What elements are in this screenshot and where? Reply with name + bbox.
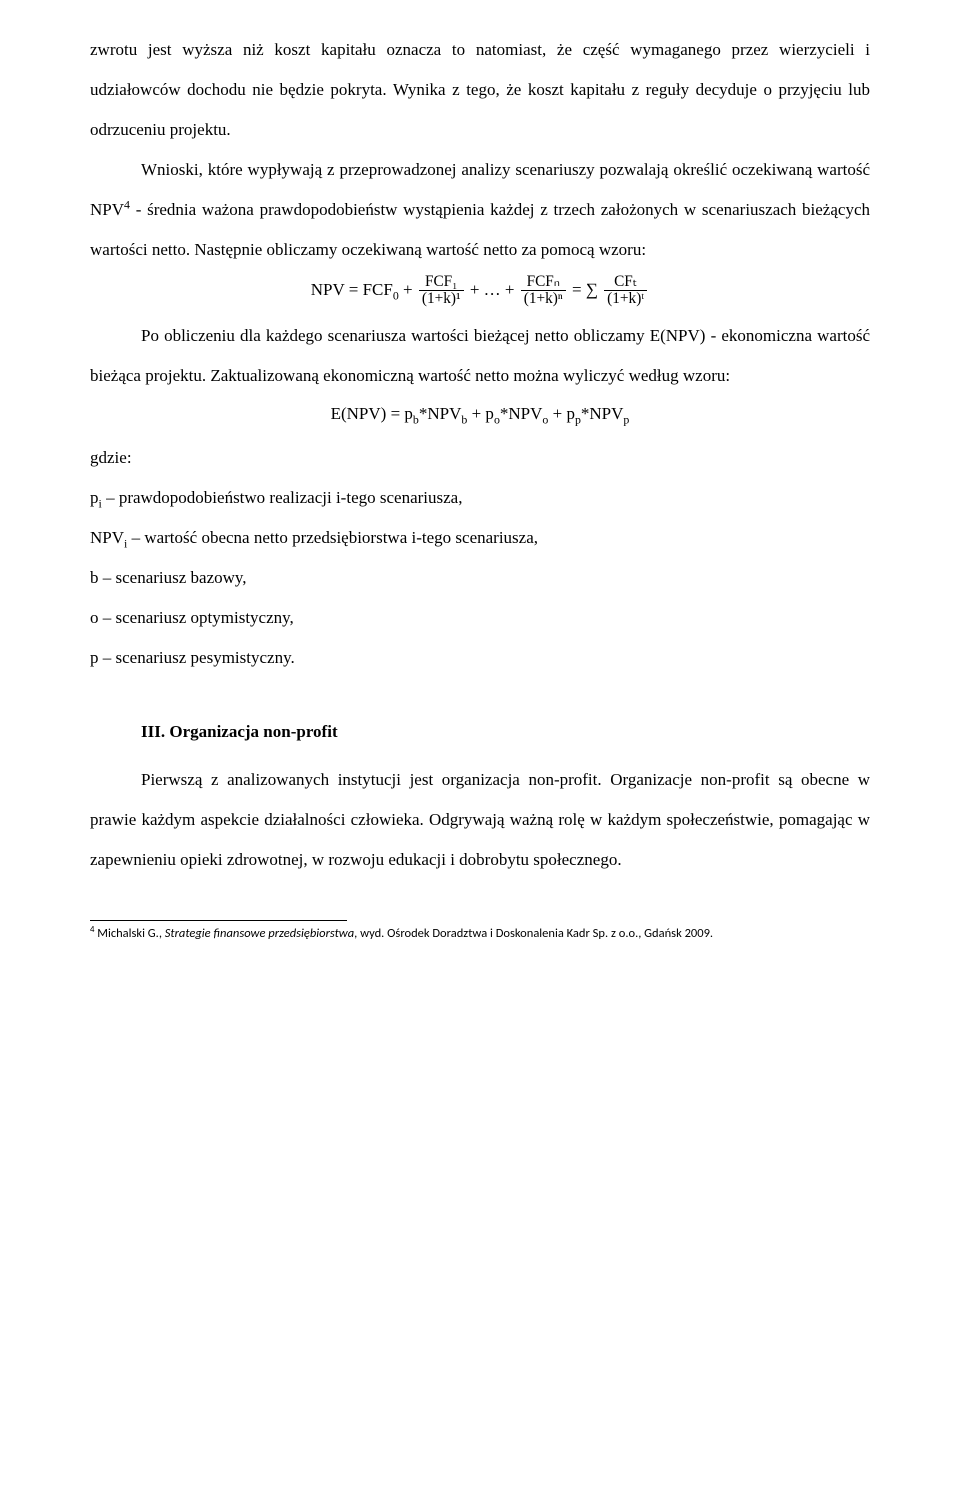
document-page: zwrotu jest wyższa niż koszt kapitału oz… — [0, 0, 960, 1489]
npv-frac2: FCFₙ(1+k)ⁿ — [521, 274, 566, 309]
def-p: p – scenariusz pesymistyczny. — [90, 638, 870, 678]
section-heading-iii: III. Organizacja non-profit — [90, 722, 870, 742]
p2-part-b: - średnia ważona prawdopodobieństw wystą… — [90, 200, 870, 259]
footnote-separator — [90, 920, 347, 921]
def-b: b – scenariusz bazowy, — [90, 558, 870, 598]
def-o: o – scenariusz optymistyczny, — [90, 598, 870, 638]
npv-mid: + … + — [466, 280, 519, 299]
npv-frac2-num: FCFₙ — [521, 274, 566, 292]
def-npvi: NPVi – wartość obecna netto przedsiębior… — [90, 518, 870, 558]
footnote-4: 4 Michalski G., Strategie finansowe prze… — [90, 925, 870, 943]
formula-enpv: E(NPV) = pb*NPVb + po*NPVo + pp*NPVp — [90, 400, 870, 429]
paragraph-2: Wnioski, które wypływają z przeprowadzon… — [90, 150, 870, 270]
npv-lhs: NPV = FCF — [311, 280, 393, 299]
footnote-text-b: , wyd. Ośrodek Doradztwa i Doskonalenia … — [354, 926, 713, 941]
formula-npv: NPV = FCF0 + FCF₁(1+k)¹ + … + FCFₙ(1+k)ⁿ… — [90, 274, 870, 309]
npv-frac3: CFₜ(1+k)ᵗ — [604, 274, 647, 309]
paragraph-10: Pierwszą z analizowanych instytucji jest… — [90, 760, 870, 880]
npv-frac1: FCF₁(1+k)¹ — [419, 274, 464, 309]
def-pi: pi – prawdopodobieństwo realizacji i-teg… — [90, 478, 870, 518]
npv-frac1-den: (1+k)¹ — [419, 291, 464, 308]
paragraph-1: zwrotu jest wyższa niż koszt kapitału oz… — [90, 30, 870, 150]
footnote-text-a: Michalski G., — [94, 926, 164, 941]
footnote-italic: Strategie finansowe przedsiębiorstwa — [165, 926, 354, 941]
paragraph-3: Po obliczeniu dla każdego scenariusza wa… — [90, 316, 870, 396]
npv-frac2-den: (1+k)ⁿ — [521, 291, 566, 308]
npv-frac3-den: (1+k)ᵗ — [604, 291, 647, 308]
paragraph-gdzie: gdzie: — [90, 438, 870, 478]
npv-eq: = ∑ — [568, 280, 602, 299]
npv-plus1: + — [399, 280, 417, 299]
npv-frac3-num: CFₜ — [604, 274, 647, 292]
npv-frac1-num: FCF₁ — [419, 274, 464, 292]
